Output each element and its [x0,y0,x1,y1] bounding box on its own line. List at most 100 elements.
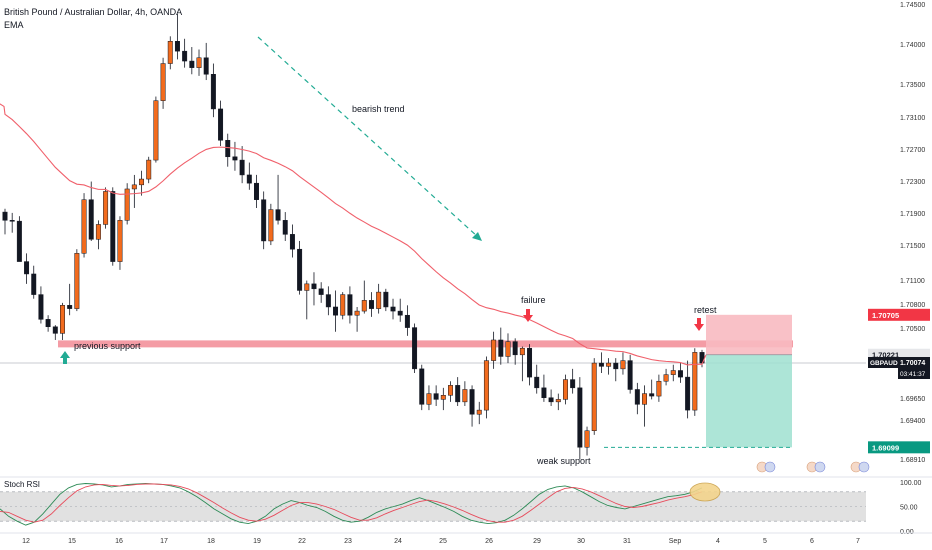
bearish-trend-arrowhead [472,232,482,241]
time-axis[interactable]: 12 15 16 17 18 19 22 23 24 25 26 29 30 31 Sep 4 5 6 7 [22,538,860,545]
candle-down [649,393,655,397]
candle-up [340,294,346,316]
bearish-trend-arrow [257,36,479,238]
time-tick-label: 30 [577,538,585,545]
time-tick-label: 31 [623,538,631,545]
candle-down [110,191,116,262]
price-tick-label: 1.70800 [900,302,925,309]
price-tick-label: 1.73500 [900,82,925,89]
time-tick-label: 25 [439,538,447,545]
candle-up [620,360,626,370]
candle-down [498,339,504,357]
candle-up [354,310,360,316]
candle-down [67,305,73,309]
candle-down [419,368,425,405]
candle-up [81,199,87,254]
candle-up [146,159,152,180]
support-band [58,340,793,348]
candle-up [167,41,173,64]
price-tick-label: 1.70500 [900,326,925,333]
candle-down [548,397,554,403]
candle-up [491,339,497,361]
price-tick-label: 1.71900 [900,211,925,218]
candle-up [591,362,597,431]
candle-down [677,370,683,378]
candle-down [311,283,317,290]
flag-event-icon [756,461,776,473]
target-price-label: 1.69099 [872,443,899,452]
candle-up [584,430,590,448]
candle-down [38,294,44,320]
candle-down [88,199,94,240]
price-tick-label: 1.71100 [900,278,925,285]
candle-down [627,360,633,390]
entry-price-label: 1.70221 [872,351,899,360]
candle-down [318,288,324,295]
candle-down [282,220,288,235]
candle-up [656,380,662,397]
candle-down [455,385,461,403]
candle-down [297,248,303,291]
failure-down-arrow-icon [523,309,533,322]
price-tick-label: 1.73100 [900,115,925,122]
stoch-tick-label: 50.00 [900,505,918,512]
flag-event-icon [850,461,870,473]
candle-up [74,253,80,309]
candle-down [45,319,51,328]
price-tick-label: 1.71500 [900,243,925,250]
symbol-tag: GBPAUD [870,360,898,367]
candle-down [24,261,30,275]
time-tick-label: 15 [68,538,76,545]
candle-down [239,159,245,176]
candle-up [117,220,123,262]
candle-up [440,395,446,400]
time-tick-label: 18 [207,538,215,545]
candle-up [160,63,166,101]
price-tick-label: 1.69400 [900,418,925,425]
stoch-highlight-ellipse [689,482,721,502]
candle-up [505,341,511,357]
stoch-tick-label: 100.00 [900,480,922,487]
target-price-label-bg [868,441,930,454]
candle-up [376,291,382,309]
trade-zones [58,314,793,448]
candle-down [9,220,15,222]
price-axis[interactable]: 1.74500 1.74000 1.73500 1.73100 1.72700 1.723… [868,2,930,464]
time-tick-label: 22 [298,538,306,545]
candles [2,14,705,460]
candle-down [404,314,410,328]
flag-event-icon [858,461,870,473]
take-profit-zone [706,354,792,448]
current-price-bg [898,357,930,379]
candle-down [174,41,180,52]
candle-down [203,57,209,75]
candle-down [289,234,295,250]
candle-down [275,209,281,221]
candle-down [218,108,224,141]
ema-indicator-label[interactable]: EMA [4,20,24,30]
support-up-arrow-icon [60,351,70,364]
candle-up [606,362,612,367]
time-tick-label: 17 [160,538,168,545]
candle-down [254,182,259,200]
time-tick-label: 16 [115,538,123,545]
candle-down [182,50,188,62]
chart-title: British Pound / Australian Dollar, 4h, O… [4,7,183,17]
previous-support-label: previous support [74,341,141,351]
price-tick-label: 1.72300 [900,179,925,186]
bearish-trend-label: bearish trend [352,104,405,114]
stop-loss-zone [706,314,792,355]
price-tick-label: 1.74000 [900,42,925,49]
symbol-tag-bg [868,357,898,368]
candle-up [692,352,698,411]
candle-up [95,224,101,240]
candle-up [426,393,432,405]
candle-up [663,374,669,382]
time-tick-label: 12 [22,538,30,545]
flag-event-icon [764,461,776,473]
candle-up [476,409,482,415]
price-tick-label: 1.68910 [900,457,925,464]
ema-layer [0,103,707,366]
